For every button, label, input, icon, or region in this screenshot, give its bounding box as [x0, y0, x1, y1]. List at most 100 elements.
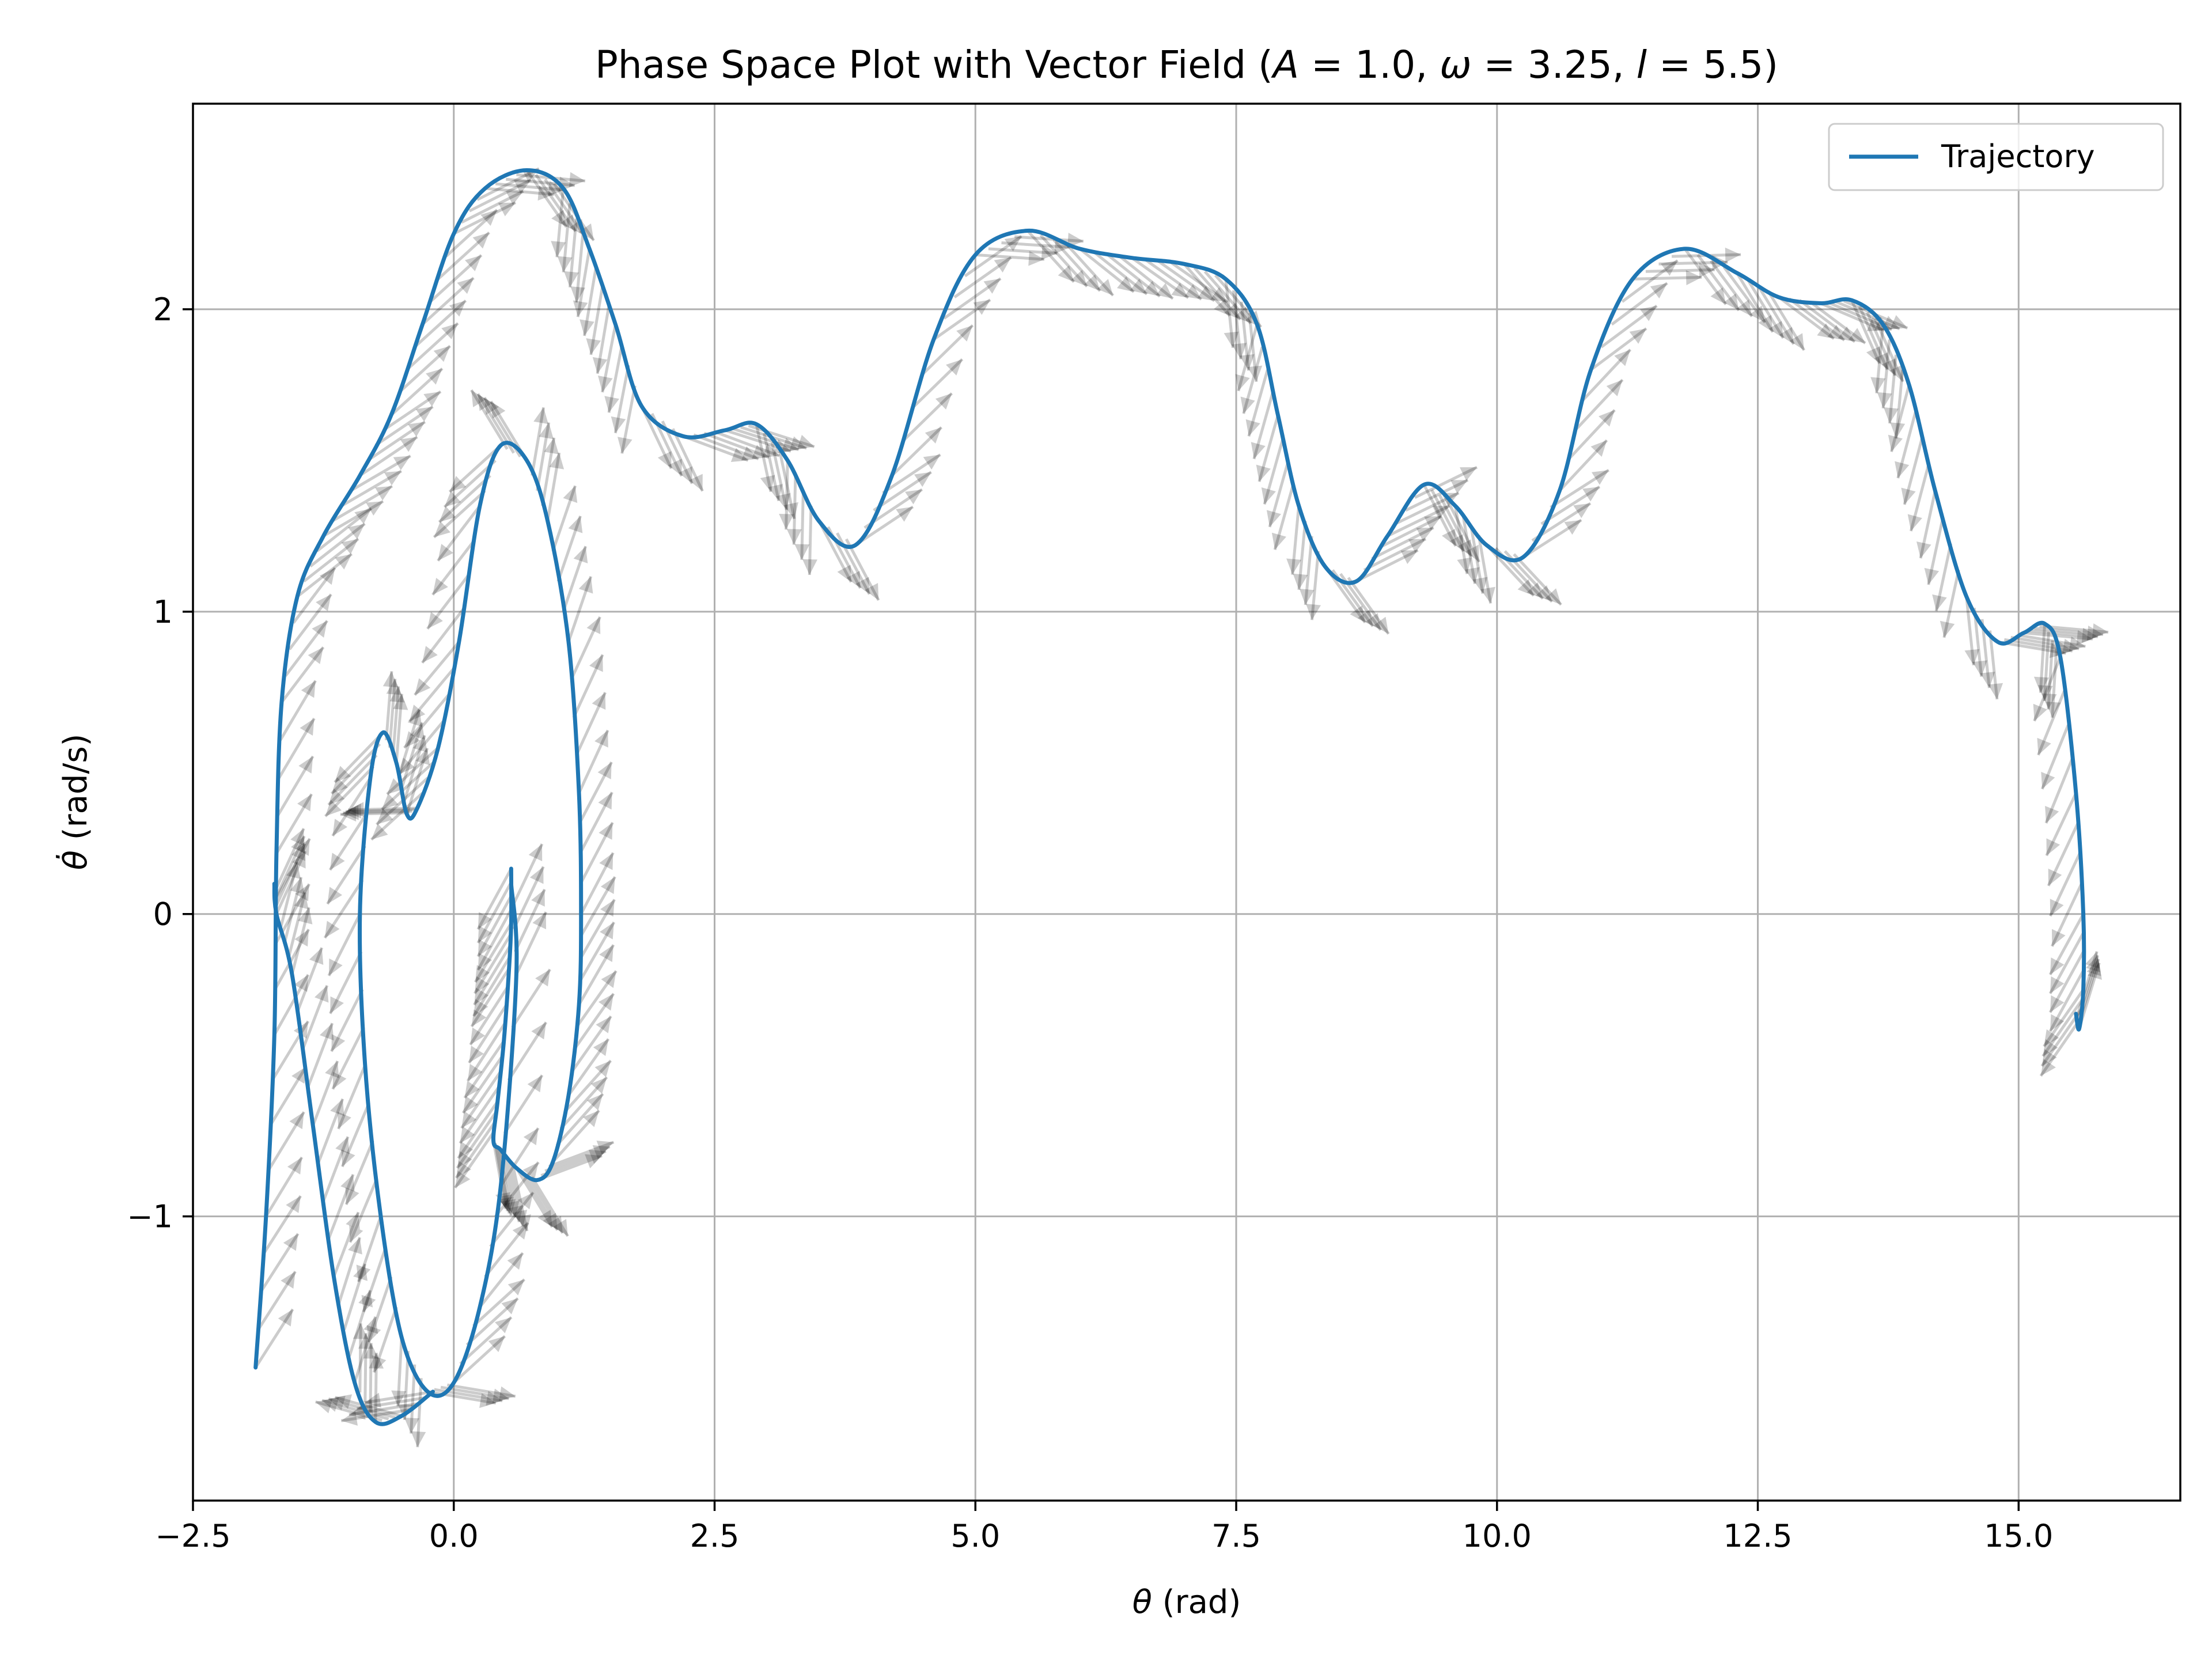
vector-arrow-head: [935, 393, 952, 410]
vector-arrow-head: [434, 521, 451, 537]
vector-arrow: [349, 1178, 378, 1243]
vector-arrow-head: [679, 466, 692, 484]
vector-arrow-head: [1606, 380, 1623, 396]
vector-arrow-head: [480, 210, 497, 226]
vector-arrow-head: [586, 616, 601, 634]
vector-arrow: [1895, 369, 1904, 439]
vector-arrow: [408, 667, 455, 723]
vector-arrow: [396, 1337, 403, 1407]
vector-arrow-head: [1924, 567, 1940, 585]
vector-arrow-head: [2086, 955, 2101, 972]
vector-arrow-head: [381, 793, 399, 810]
vector-arrow: [2047, 823, 2080, 887]
vector-arrow: [1268, 460, 1290, 528]
vector-arrow-head: [1573, 503, 1590, 518]
vector-arrow: [1767, 290, 1806, 351]
vector-arrow-head: [1306, 604, 1321, 620]
vector-arrow-head: [472, 232, 490, 249]
vector-arrow-head: [1699, 262, 1715, 278]
vector-arrow: [330, 743, 381, 795]
vector-arrow-head: [354, 508, 372, 524]
vector-arrow: [512, 866, 545, 930]
vector-arrow-head: [475, 976, 490, 994]
vector-arrow: [476, 895, 513, 957]
vector-arrow: [567, 575, 593, 643]
vector-arrow-head: [1758, 315, 1773, 332]
vector-arrow-head: [2069, 636, 2086, 652]
vector-arrow-head: [427, 612, 443, 629]
vector-arrow-head: [409, 704, 426, 722]
vector-arrow: [536, 422, 551, 491]
vector-arrow-head: [1457, 557, 1472, 574]
vector-arrow: [1092, 249, 1148, 296]
vector-arrow-head: [455, 1171, 471, 1188]
vector-arrow-head: [537, 185, 554, 201]
vector-arrow-head: [1564, 520, 1582, 535]
vector-arrow: [328, 951, 363, 1014]
vector-arrow-head: [331, 1034, 346, 1052]
vector-arrow-head: [335, 1394, 353, 1409]
vector-arrow: [1558, 439, 1608, 492]
vector-arrow: [331, 777, 372, 837]
vector-arrow: [1927, 517, 1945, 585]
vector-arrow-head: [291, 836, 305, 854]
vector-arrow-head: [457, 1151, 472, 1168]
vector-arrow: [429, 254, 483, 303]
vector-arrow-head: [499, 1196, 514, 1214]
vector-arrow: [578, 921, 616, 983]
chart-title: Phase Space Plot with Vector Field (A = …: [595, 43, 1778, 87]
vector-arrow: [476, 908, 513, 971]
legend-box: [1828, 123, 2164, 191]
vector-arrow-head: [1591, 470, 1609, 485]
grid: [192, 104, 2180, 1501]
vector-arrow-head: [411, 1431, 426, 1448]
vector-arrow-head: [1424, 516, 1442, 531]
vector-arrow-head: [1450, 480, 1468, 494]
vector-arrow-head: [570, 286, 586, 303]
vector-arrow: [2043, 632, 2050, 702]
vector-arrow: [2041, 998, 2084, 1058]
vector-arrow-head: [594, 730, 608, 748]
vector-arrow: [844, 538, 880, 601]
vector-arrow-head: [296, 838, 310, 856]
vector-arrow: [579, 821, 614, 885]
vector-arrow: [398, 344, 452, 394]
vector-arrow: [395, 694, 403, 763]
vector-arrow: [620, 385, 637, 454]
vector-arrow-head: [1261, 487, 1276, 505]
vector-arrow-head: [295, 884, 309, 902]
vector-arrow-head: [1472, 577, 1488, 594]
vector-arrow: [1798, 299, 1856, 343]
vector-arrow-head: [2050, 976, 2065, 994]
vector-arrow: [284, 620, 328, 677]
vector-arrow: [579, 852, 615, 915]
x-ticks: −2.5 0.0 2.5 5.0 7.5 10.0 12.5 15.0: [155, 1501, 2053, 1554]
vector-arrow: [1874, 317, 1904, 382]
vector-arrow-head: [1184, 284, 1202, 300]
vector-arrow: [578, 791, 613, 854]
vector-arrow: [572, 993, 615, 1051]
vector-arrow-head: [1171, 282, 1188, 298]
vector-arrow-head: [789, 436, 807, 451]
vector-arrow-head: [474, 987, 489, 1005]
vector-arrow: [1736, 272, 1774, 333]
vector-arrow-head: [585, 1154, 602, 1169]
vector-arrow: [531, 407, 546, 476]
vector-arrow-head: [1432, 506, 1450, 520]
vector-arrow-head: [2088, 963, 2102, 980]
vector-arrow-head: [1639, 305, 1657, 321]
vector-arrow: [279, 680, 317, 741]
vector-arrow: [438, 474, 491, 524]
vector-arrow-head: [531, 1022, 546, 1040]
vector-arrow: [671, 428, 704, 492]
vector-arrow: [785, 460, 789, 530]
vector-arrow: [469, 986, 509, 1046]
vector-arrow-head: [1465, 567, 1480, 584]
vector-arrow: [331, 484, 393, 522]
vector-arrow-head: [1749, 305, 1765, 323]
vector-arrow-head: [365, 1392, 381, 1408]
vector-arrow: [1513, 553, 1562, 606]
vector-arrow-head: [387, 778, 404, 794]
vector-arrow-head: [1097, 279, 1113, 296]
vector-arrow-head: [328, 788, 345, 805]
